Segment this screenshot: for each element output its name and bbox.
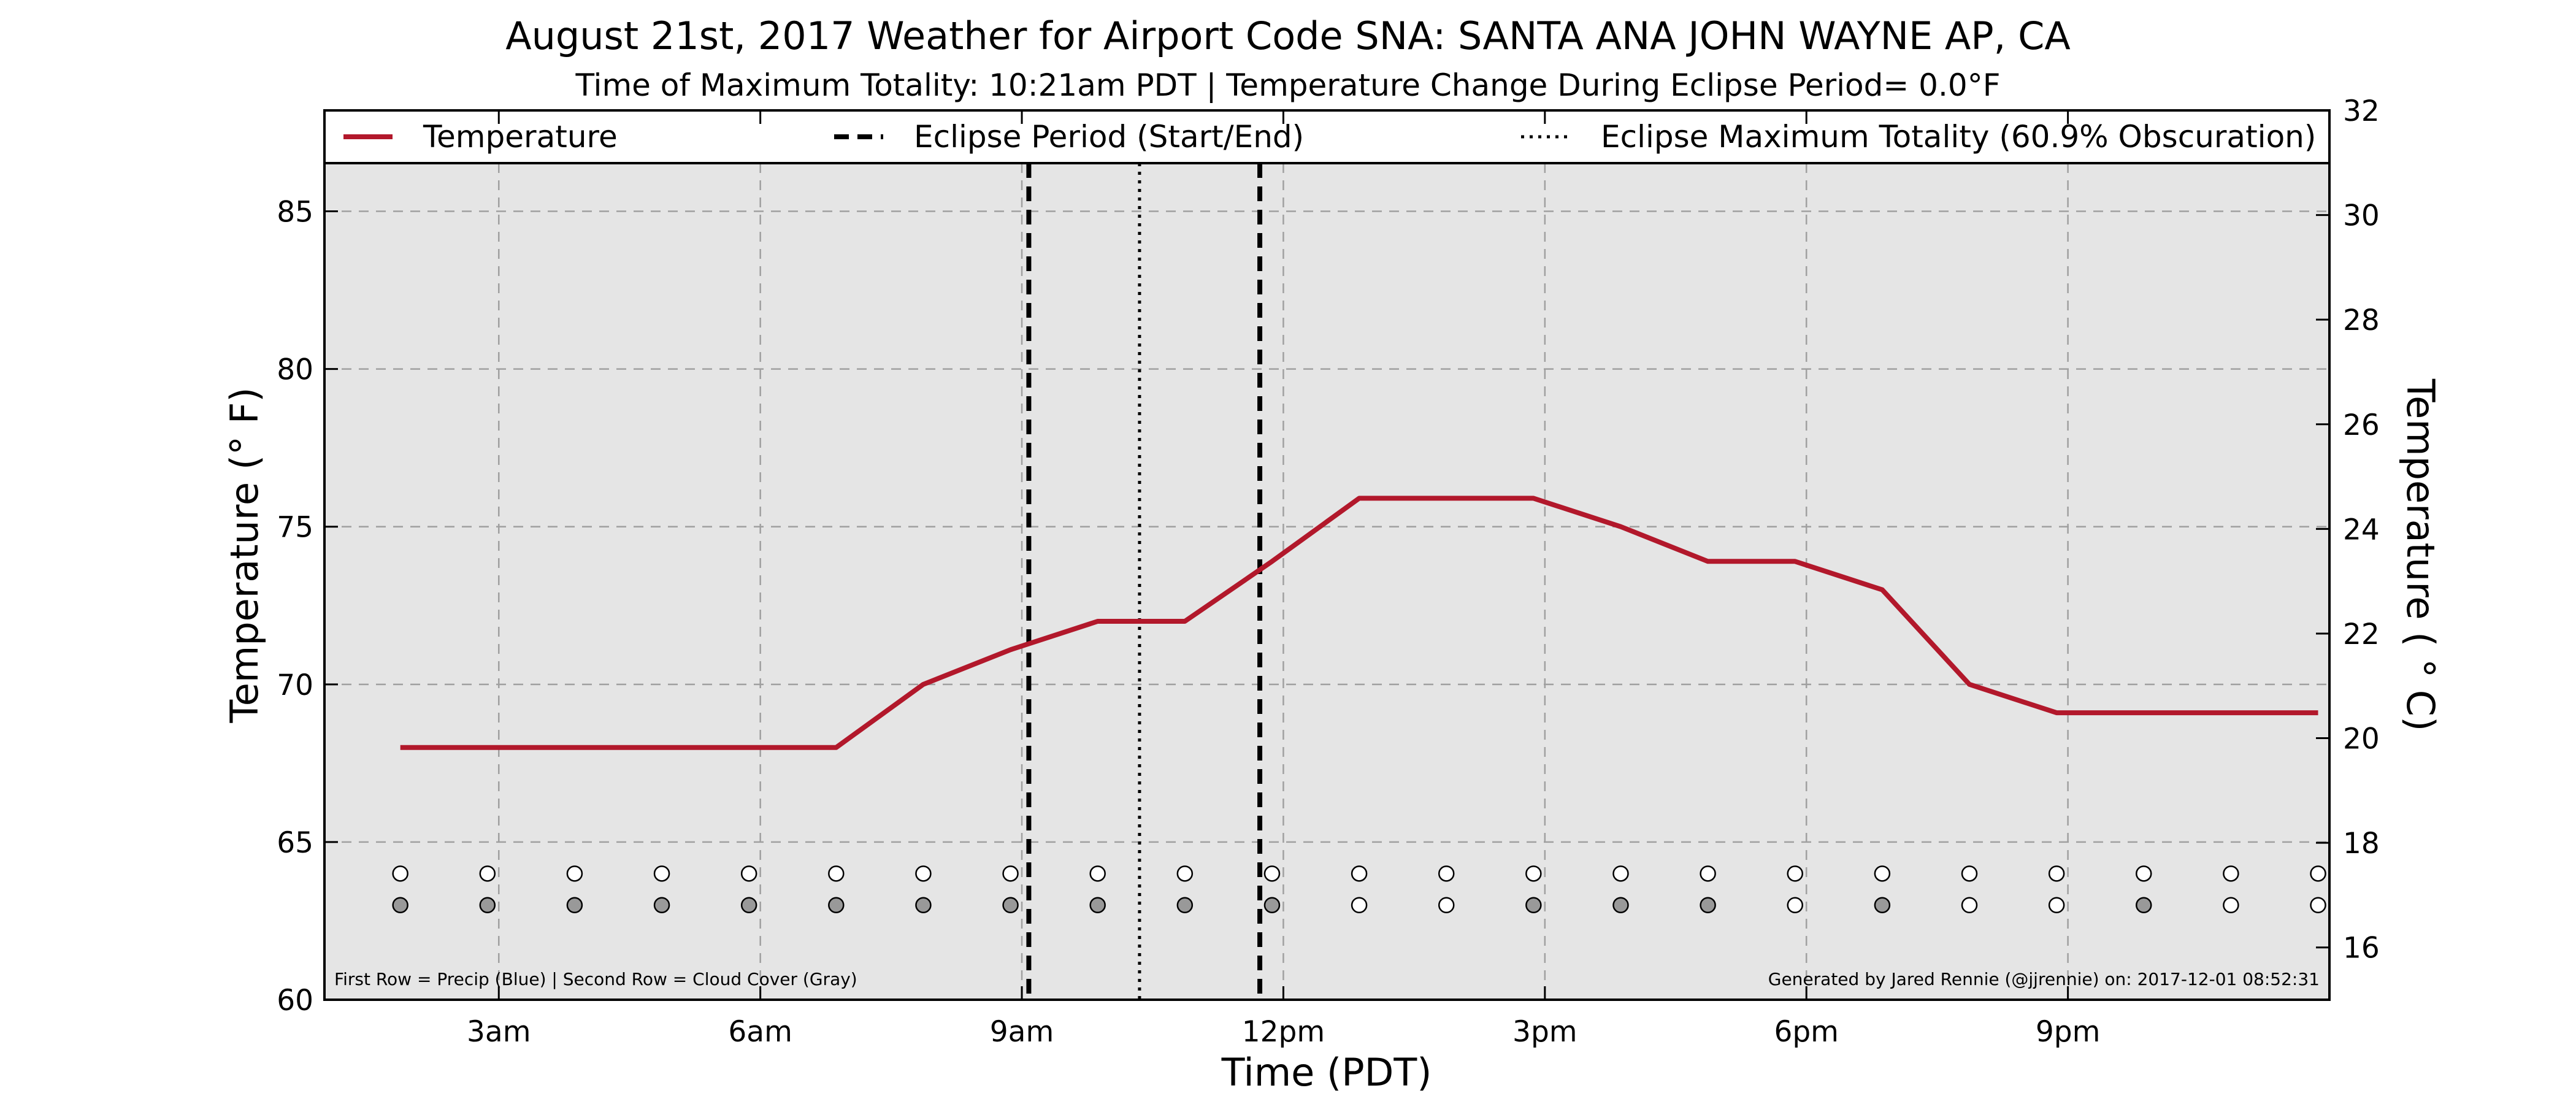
precip-marker	[1961, 865, 1978, 882]
legend-label: Temperature	[423, 119, 618, 155]
precip-marker	[828, 865, 845, 882]
y-tick-label-right: 30	[2343, 199, 2380, 233]
y-tick-label-left: 75	[277, 511, 313, 545]
precip-marker	[1089, 865, 1106, 882]
footnote-generated-by: Generated by Jared Rennie (@jjrennie) on…	[1768, 969, 2320, 989]
legend: Temperature Eclipse Period (Start/End) Ecl…	[343, 119, 2316, 155]
x-tick-label: 6pm	[1774, 1015, 1839, 1049]
cloud-cover-marker	[1002, 897, 1019, 913]
precip-marker	[1525, 865, 1542, 882]
y-tick-label-left: 65	[277, 826, 313, 860]
cloud-cover-marker	[2048, 897, 2065, 913]
precip-marker	[2136, 865, 2152, 882]
cloud-cover-marker	[1874, 897, 1891, 913]
y-tick-label-right: 24	[2343, 513, 2380, 546]
cloud-cover-marker	[2223, 897, 2239, 913]
cloud-cover-marker	[2310, 897, 2326, 913]
precip-marker	[1351, 865, 1368, 882]
cloud-cover-marker	[392, 897, 408, 913]
cloud-cover-marker	[1351, 897, 1368, 913]
cloud-cover-marker	[1438, 897, 1455, 913]
cloud-cover-marker	[1263, 897, 1281, 913]
cloud-cover-marker	[479, 897, 496, 913]
y-tick-label-left: 80	[277, 353, 313, 387]
precip-marker	[1438, 865, 1455, 882]
cloud-cover-marker	[1612, 897, 1629, 913]
legend-label: Eclipse Period (Start/End)	[914, 119, 1304, 155]
y-tick-label-right: 16	[2343, 932, 2380, 965]
cloud-cover-marker	[653, 897, 670, 913]
y-tick-label-right: 32	[2343, 94, 2380, 128]
precip-marker	[1263, 865, 1281, 882]
cloud-cover-marker	[828, 897, 845, 913]
cloud-cover-marker	[1961, 897, 1978, 913]
legend-label: Eclipse Maximum Totality (60.9% Obscurat…	[1601, 119, 2316, 155]
series-lines	[400, 496, 2318, 750]
precip-marker	[915, 865, 932, 882]
y-axis-right-title: Temperature ( ° C)	[2398, 378, 2443, 732]
x-tick-label: 12pm	[1242, 1015, 1325, 1049]
precip-marker	[1700, 865, 1716, 882]
precip-marker	[1612, 865, 1629, 882]
y-tick-label-left: 70	[277, 669, 313, 702]
y-tick-label-right: 20	[2343, 723, 2380, 756]
y-tick-label-right: 26	[2343, 408, 2380, 442]
cover-markers	[392, 865, 2326, 913]
y-axis-right: 16 18 20 22 24 26 28 30 32	[2316, 94, 2380, 965]
temperature-line	[400, 496, 2318, 750]
x-axis-title: Time (PDT)	[1221, 1050, 1432, 1095]
precip-marker	[2223, 865, 2239, 882]
precip-marker	[566, 865, 583, 882]
cloud-cover-marker	[2136, 897, 2152, 913]
precip-marker	[479, 865, 496, 882]
precip-marker	[392, 865, 408, 882]
x-tick-label: 9pm	[2036, 1015, 2101, 1049]
plot-area	[324, 163, 2329, 1000]
precip-marker	[2048, 865, 2065, 882]
footnote-legend-rows: First Row = Precip (Blue) | Second Row =…	[334, 969, 857, 989]
precip-marker	[1002, 865, 1019, 882]
eclipse-lines	[1026, 163, 1263, 1000]
x-tick-label: 9am	[990, 1015, 1054, 1049]
cloud-cover-marker	[1089, 897, 1106, 913]
cloud-cover-marker	[1700, 897, 1716, 913]
cloud-cover-marker	[1176, 897, 1194, 913]
precip-marker	[740, 865, 757, 882]
x-tick-label: 6am	[728, 1015, 792, 1049]
cloud-cover-marker	[915, 897, 932, 913]
x-tick-label: 3am	[467, 1015, 531, 1049]
x-tick-label: 3pm	[1512, 1015, 1577, 1049]
cloud-cover-marker	[1787, 897, 1803, 913]
y-axis-left-title: Temperature (° F)	[222, 387, 267, 723]
chart-title: August 21st, 2017 Weather for Airport Co…	[505, 13, 2071, 58]
grid-lines	[324, 163, 2329, 1000]
cloud-cover-marker	[740, 897, 757, 913]
precip-marker	[1176, 865, 1194, 882]
y-axis-left: 60 65 70 75 80 85	[277, 196, 338, 1018]
y-tick-label-right: 18	[2343, 827, 2380, 861]
precip-marker	[653, 865, 670, 882]
y-tick-label-left: 60	[277, 984, 313, 1018]
plot-frame	[323, 109, 2331, 1001]
chart-subtitle: Time of Maximum Totality: 10:21am PDT | …	[575, 67, 2001, 103]
cloud-cover-marker	[566, 897, 583, 913]
precip-marker	[2310, 865, 2326, 882]
y-tick-label-left: 85	[277, 196, 313, 229]
cloud-cover-marker	[1525, 897, 1542, 913]
x-axis: 3am 6am 9am 12pm 3pm 6pm 9pm	[467, 110, 2100, 1049]
y-tick-label-right: 28	[2343, 304, 2380, 337]
y-tick-label-right: 22	[2343, 618, 2380, 651]
precip-marker	[1787, 865, 1803, 882]
precip-marker	[1874, 865, 1891, 882]
